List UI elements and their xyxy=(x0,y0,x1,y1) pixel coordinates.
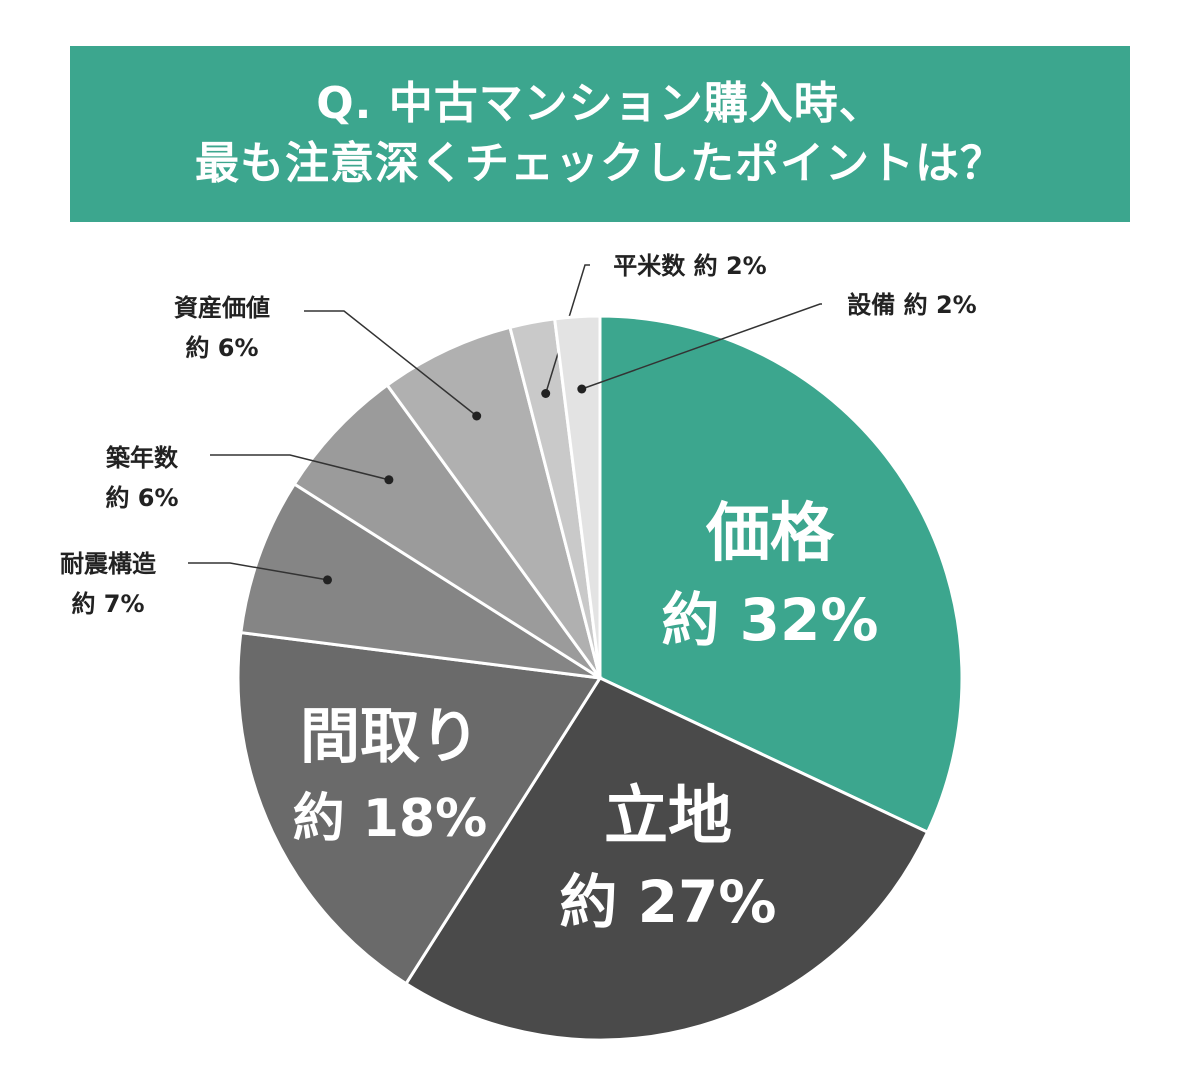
slice-value-label-2: 約 18% xyxy=(293,789,488,849)
leader-line-5 xyxy=(304,310,478,417)
slice-label-3: 耐震構造 xyxy=(60,550,156,578)
slice-value-label-3: 約 7% xyxy=(71,590,144,618)
title-line-2: 最も注意深くチェックしたポイントは？ xyxy=(195,138,1005,189)
pie-slice-7 xyxy=(552,314,602,679)
leader-line-3 xyxy=(188,562,328,581)
pie-slice-3 xyxy=(239,481,601,680)
slice-value-label-5: 約 6% xyxy=(185,334,258,362)
slice-value-label-4: 約 6% xyxy=(105,484,178,512)
slice-label-6: 平米数 約 2% xyxy=(613,252,766,280)
title-banner: Q. 中古マンション購入時、 最も注意深くチェックしたポイントは？ xyxy=(70,46,1130,222)
leader-dot-3 xyxy=(323,575,332,585)
leader-dot-6 xyxy=(541,389,551,398)
slice-label-5: 資産価値 xyxy=(174,294,270,322)
slice-label-0: 価格 xyxy=(705,497,835,571)
pie-slice-5 xyxy=(385,325,602,679)
pie-slice-2 xyxy=(236,630,603,986)
leader-dot-5 xyxy=(472,411,482,421)
pie-slice-1 xyxy=(403,676,930,1042)
leader-line-4 xyxy=(210,454,390,481)
title-line-1: Q. 中古マンション購入時、 xyxy=(316,78,884,129)
leader-dot-7 xyxy=(577,384,587,394)
pie-slice-0 xyxy=(598,314,964,835)
leader-dot-4 xyxy=(384,475,394,485)
pie-slice-4 xyxy=(292,383,602,680)
slice-value-label-0: 約 32% xyxy=(661,586,878,654)
slice-value-label-1: 約 27% xyxy=(559,868,776,936)
slice-label-2: 間取り xyxy=(300,702,480,772)
slice-label-4: 築年数 xyxy=(105,444,179,472)
slice-label-7: 設備 約 2% xyxy=(847,291,976,319)
leader-line-7 xyxy=(581,303,822,390)
slice-label-1: 立地 xyxy=(604,780,732,854)
